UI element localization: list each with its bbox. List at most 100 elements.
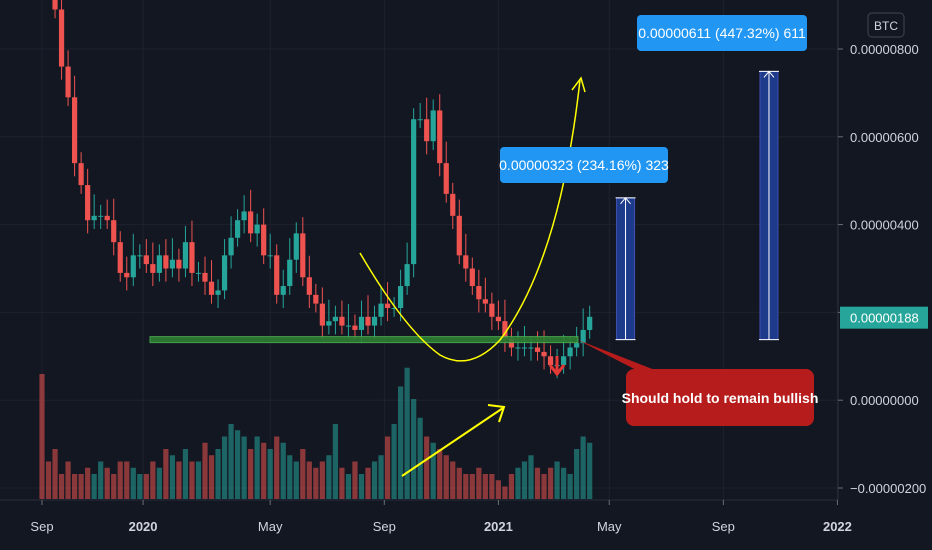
x-tick-label: 2020	[129, 519, 158, 534]
curve-arrowhead	[571, 76, 586, 93]
volume-bar	[98, 461, 104, 499]
y-tick-label: 0.00000000	[850, 393, 919, 408]
candle	[430, 99, 436, 150]
candle	[72, 75, 78, 177]
volume-bar	[221, 436, 228, 499]
candlesticks	[52, 0, 593, 379]
candle	[306, 255, 312, 309]
candle	[235, 209, 241, 247]
y-tick-label: −0.00000200	[850, 481, 926, 496]
volume-bar	[267, 449, 273, 499]
candle	[287, 238, 293, 295]
volume-bar	[45, 461, 52, 499]
candle	[489, 292, 495, 330]
projection-curve	[359, 79, 581, 362]
volume-bar	[489, 474, 495, 499]
volume-bar	[378, 455, 384, 499]
volume-bar	[202, 442, 208, 499]
volume-bar	[476, 467, 482, 499]
candle	[137, 244, 143, 269]
volume-bar	[274, 436, 280, 499]
candle	[156, 244, 162, 282]
candle	[169, 238, 175, 278]
candle	[352, 314, 358, 339]
candle	[313, 283, 319, 313]
volume-bar	[306, 461, 312, 499]
volume-bar	[541, 474, 547, 499]
candle	[189, 220, 195, 287]
volume-bars	[39, 367, 593, 499]
candle	[384, 282, 391, 322]
drawing-overlays: 0.00000323 (234.16%) 323 0.00000611 (447.…	[149, 15, 818, 477]
volume-bar	[456, 467, 462, 499]
volume-bar	[208, 455, 215, 499]
candle	[326, 299, 332, 335]
candle	[293, 222, 299, 273]
volume-bar	[215, 449, 221, 499]
volume-bar	[235, 430, 241, 499]
volume-bar	[437, 449, 443, 499]
volume-bar	[352, 461, 358, 499]
candle	[52, 0, 58, 19]
volume-bar	[150, 461, 156, 499]
candle	[398, 269, 404, 322]
volume-bar	[443, 455, 449, 499]
y-tick-label: 0.00000800	[850, 42, 919, 57]
candle	[319, 287, 325, 339]
candle	[411, 108, 417, 278]
candle	[163, 239, 169, 282]
volume-bar	[300, 449, 306, 499]
svg-text:BTC: BTC	[874, 19, 898, 33]
volume-bar	[561, 467, 567, 499]
current-price-tag: 0.00000188	[840, 306, 928, 329]
volume-bar	[52, 449, 58, 499]
candle	[58, 0, 65, 80]
volume-bar	[130, 467, 136, 499]
down-arrow-icon	[548, 356, 566, 377]
volume-bar	[326, 455, 332, 499]
volume-bar	[502, 486, 508, 499]
candle	[437, 94, 443, 177]
support-line	[149, 336, 579, 344]
y-tick-label: 0.00000600	[850, 130, 919, 145]
volume-bar	[287, 455, 293, 499]
measure-bar	[758, 70, 779, 341]
candle	[261, 208, 267, 265]
volume-bar	[424, 436, 430, 499]
x-tick-label: Sep	[373, 519, 396, 534]
currency-label: BTC	[867, 12, 905, 38]
candle	[463, 233, 469, 282]
candle	[580, 308, 586, 357]
volume-bar	[91, 474, 97, 499]
volume-trend-arrow	[401, 407, 504, 477]
volume-bar	[143, 474, 149, 499]
volume-bar	[495, 480, 501, 499]
candle	[495, 300, 501, 330]
candle	[65, 50, 71, 107]
candle	[228, 216, 234, 269]
candle	[215, 279, 221, 309]
time-axis[interactable]: Sep 2020 May Sep 2021 May Sep 2022	[0, 499, 852, 534]
candle	[587, 305, 593, 339]
price-axis[interactable]: 0.000008000.000006000.000004000.00000200…	[837, 0, 928, 500]
volume-bar	[521, 461, 528, 499]
candle	[202, 256, 208, 295]
volume-bar	[104, 467, 110, 499]
candle	[534, 331, 541, 361]
volume-bar	[78, 474, 84, 499]
candle	[404, 242, 410, 295]
volume-bar	[124, 461, 130, 499]
candle	[267, 233, 273, 269]
volume-bar	[248, 449, 254, 499]
candle	[241, 195, 247, 234]
measure-callout: 0.00000323 (234.16%) 323	[499, 147, 669, 183]
measure-bar	[615, 197, 636, 341]
svg-text:0.00000188: 0.00000188	[850, 311, 919, 326]
volume-bar	[156, 467, 162, 499]
candle	[345, 304, 352, 339]
volume-bar	[137, 474, 143, 499]
volume-bar	[508, 474, 515, 499]
volume-bar	[254, 436, 260, 499]
candle	[502, 299, 508, 352]
